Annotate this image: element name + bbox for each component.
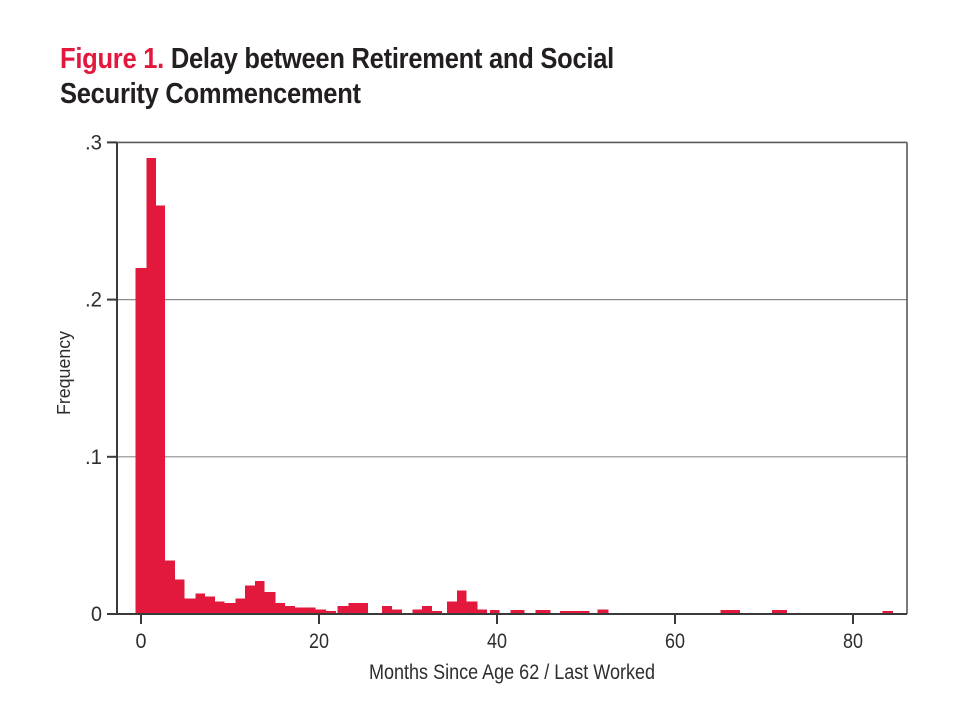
histogram-bar: [254, 580, 265, 614]
histogram-bar: [510, 610, 525, 614]
histogram-bar: [135, 268, 147, 614]
histogram-bar: [214, 601, 225, 614]
histogram-bar: [412, 609, 423, 614]
x-tick-label: 0: [136, 630, 147, 653]
histogram-bar: [275, 602, 286, 614]
histogram-bar: [264, 591, 276, 614]
histogram-bar: [535, 610, 551, 614]
histogram-bar: [447, 601, 457, 614]
y-tick-label: 0: [91, 603, 102, 626]
histogram-bar: [456, 590, 467, 614]
histogram-bar: [560, 610, 590, 614]
figure-title: Figure 1. Delay between Retirement and S…: [60, 42, 614, 112]
histogram-bar: [285, 606, 295, 614]
figure-number-label: Figure 1.: [60, 43, 164, 75]
histogram-bar: [432, 610, 442, 614]
histogram-bar: [720, 610, 740, 614]
histogram-bar: [146, 158, 157, 614]
figure-title-text: Delay between Retirement and Social: [170, 43, 615, 75]
histogram-bar: [235, 598, 246, 614]
figure-title-line1: Figure 1. Delay between Retirement and S…: [60, 42, 614, 77]
y-tick-label: .1: [85, 446, 102, 469]
histogram-bar: [466, 601, 478, 614]
histogram-bar: [348, 602, 368, 614]
histogram-bar: [337, 606, 349, 614]
y-tick-label: .3: [85, 131, 102, 154]
histogram-bar: [174, 579, 185, 614]
histogram-bar: [224, 602, 236, 614]
histogram-bar: [156, 205, 166, 614]
x-tick-label: 60: [665, 630, 685, 653]
x-tick-label: 20: [309, 630, 329, 653]
histogram-bar: [195, 593, 206, 614]
histogram-bar: [489, 610, 500, 614]
figure-title-line2: Security Commencement: [60, 78, 361, 110]
y-tick-label: .2: [85, 289, 102, 312]
histogram-bar: [422, 606, 433, 614]
x-tick-label: 80: [843, 630, 863, 653]
x-tick-label: 40: [487, 630, 507, 653]
histogram-bar: [205, 596, 215, 614]
histogram-bar: [315, 609, 327, 614]
x-axis-title: Months Since Age 62 / Last Worked: [369, 661, 655, 684]
y-axis-title: Frequency: [54, 331, 74, 415]
histogram-bar: [597, 609, 609, 614]
histogram-bar: [326, 610, 336, 614]
histogram-bar: [382, 606, 392, 614]
histogram-bar: [184, 598, 196, 614]
histogram-bar: [882, 610, 894, 614]
histogram-bar: [165, 560, 175, 614]
histogram-bar: [477, 609, 488, 614]
histogram-bar: [245, 585, 255, 614]
histogram-bar: [294, 607, 316, 614]
histogram-bar: [772, 610, 788, 614]
histogram-bar: [391, 609, 402, 614]
